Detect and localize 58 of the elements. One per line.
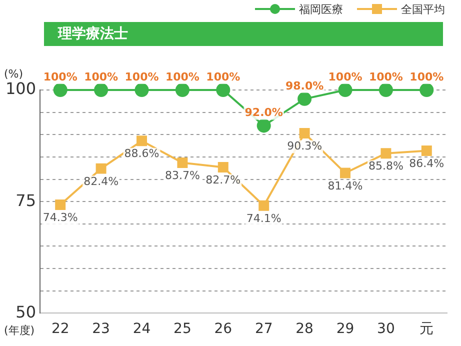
data-label: 100%	[206, 70, 240, 84]
point	[53, 83, 68, 97]
data-label: 83.7%	[164, 169, 200, 182]
point	[177, 158, 188, 168]
data-label: 88.6%	[124, 147, 160, 160]
y-tick-label: 75	[16, 190, 36, 210]
point	[380, 148, 392, 159]
x-tick-label: 22	[51, 321, 70, 338]
point	[218, 162, 228, 172]
data-label: 85.8%	[368, 160, 404, 173]
data-label: 86.4%	[409, 157, 444, 170]
point	[55, 199, 66, 210]
x-tick-label: 28	[296, 321, 314, 338]
data-label: 82.7%	[206, 174, 241, 187]
data-label: 98.0%	[285, 79, 324, 92]
x-tick-label: 27	[254, 321, 273, 338]
point	[340, 168, 350, 178]
data-label: 74.3%	[42, 211, 78, 224]
point	[299, 128, 310, 139]
point	[256, 118, 271, 133]
data-label: 74.1%	[246, 212, 282, 225]
point	[96, 163, 106, 174]
data-label: 100%	[410, 70, 444, 84]
x-tick-label: 30	[377, 321, 395, 338]
y-axis-title: (%)	[4, 67, 24, 80]
data-label: 100%	[124, 70, 159, 84]
legend-label: 福岡医療	[299, 2, 343, 16]
point	[175, 83, 190, 97]
data-label: 92.0%	[244, 106, 283, 120]
data-label: 100%	[368, 70, 403, 84]
data-label: 90.3%	[287, 140, 322, 153]
data-label: 82.4%	[84, 174, 119, 188]
x-tick-label: 元	[420, 321, 434, 338]
point	[136, 136, 147, 146]
point	[420, 83, 434, 97]
data-label: 100%	[84, 70, 118, 84]
point	[298, 92, 312, 106]
data-label: 100%	[165, 70, 200, 84]
point	[258, 200, 270, 211]
point	[338, 83, 352, 97]
x-tick-label: 26	[214, 321, 232, 338]
x-tick-label: 23	[92, 321, 110, 338]
x-tick-label: 24	[132, 321, 151, 338]
point	[94, 83, 108, 97]
legend-label: 全国平均	[401, 2, 445, 16]
x-tick-label: 25	[174, 321, 192, 338]
data-label: 100%	[43, 70, 78, 84]
point	[216, 83, 230, 97]
data-label: 100%	[328, 70, 362, 84]
x-tick-label: 29	[336, 321, 354, 338]
data-label: 81.4%	[328, 179, 363, 192]
chart-title: 理学療法士	[44, 22, 443, 46]
point	[378, 83, 393, 97]
x-axis-title: (年度)	[4, 324, 35, 338]
point	[421, 145, 432, 156]
y-tick-label: 100	[5, 79, 36, 98]
y-tick-label: 50	[16, 302, 36, 322]
point	[134, 83, 149, 97]
